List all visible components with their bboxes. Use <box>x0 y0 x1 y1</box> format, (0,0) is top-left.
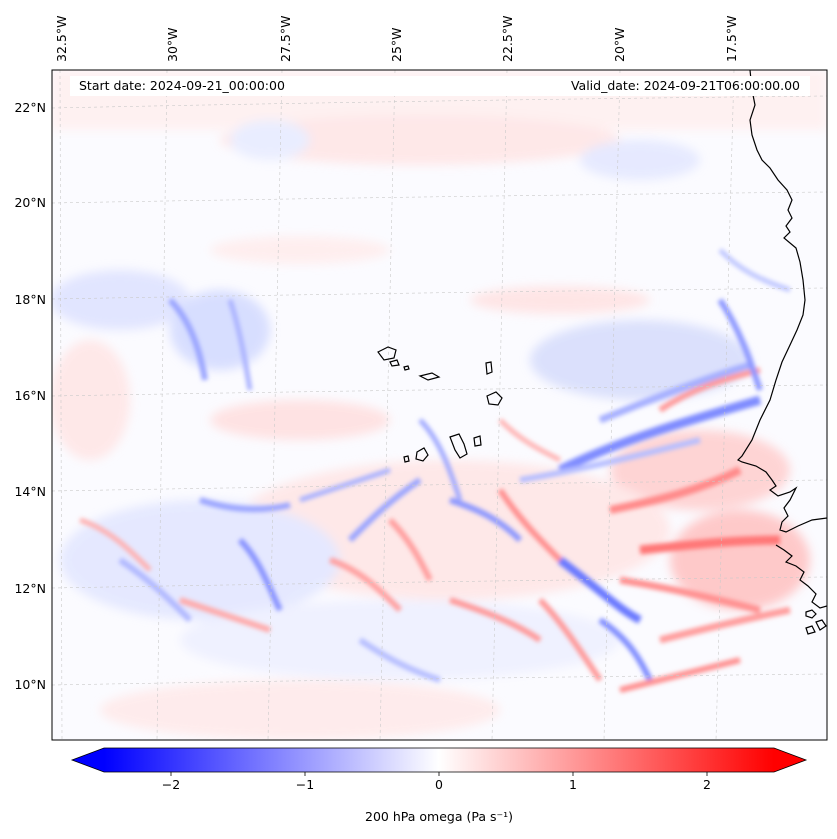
meridian-27-5w <box>267 70 283 740</box>
latitude-labels: 22°N 20°N 18°N 16°N 14°N 12°N 10°N <box>14 100 46 692</box>
colorbar-tick-label: 1 <box>569 777 577 792</box>
lon-label: 32.5°W <box>54 16 69 62</box>
colorbar-label: 200 hPa omega (Pa s⁻¹) <box>365 809 513 824</box>
island-fogo <box>415 447 429 462</box>
coastlines <box>377 70 827 635</box>
info-strip <box>70 76 810 96</box>
parallel-12n <box>52 576 827 589</box>
valid-date-label: Valid_date: 2024-09-21T06:00:00.00 <box>571 78 800 93</box>
meridian-32-5w <box>59 70 63 740</box>
lat-label: 20°N <box>14 195 46 210</box>
meridian-30w <box>156 70 168 740</box>
island-santo-antao <box>377 346 397 361</box>
longitude-labels: 32.5°W 30°W 27.5°W 25°W 22.5°W 20°W 17.5… <box>54 16 739 62</box>
colorbar-ticks: −2 −1 0 1 2 <box>162 772 711 792</box>
colorbar-tick-label: 2 <box>703 777 711 792</box>
meridian-25w <box>379 70 396 740</box>
africa-coastline <box>736 70 827 533</box>
meridian-20w <box>603 70 621 740</box>
island-maio <box>473 435 482 447</box>
colorbar-extend-max <box>774 748 806 772</box>
gridlines <box>52 70 827 740</box>
island-sao-vicente <box>389 359 400 367</box>
colorbar-tick-label: −1 <box>296 777 314 792</box>
parallel-16n <box>52 384 827 397</box>
lon-label: 17.5°W <box>724 16 739 62</box>
island-sal <box>485 361 493 375</box>
map-panel: Start date: 2024-09-21_00:00:00 Valid_da… <box>51 69 828 741</box>
lat-label: 14°N <box>14 484 46 499</box>
guinea-bissau-coastline <box>775 544 827 609</box>
colorbar-tick-label: 0 <box>435 777 443 792</box>
colorbar: −2 −1 0 1 2 200 hPa omega (Pa s⁻¹) <box>70 747 808 824</box>
parallel-20n <box>52 191 827 204</box>
lon-label: 27.5°W <box>278 16 293 62</box>
lon-label: 22.5°W <box>500 16 515 62</box>
parallel-18n <box>52 287 827 300</box>
island-brava <box>403 455 410 463</box>
colorbar-outline <box>70 747 808 773</box>
lat-label: 22°N <box>14 100 46 115</box>
island-sao-nicolau <box>418 372 441 381</box>
parallel-14n <box>52 479 827 492</box>
island-boa-vista <box>486 391 503 406</box>
parallel-10n <box>52 673 827 686</box>
colorbar-tick-label: −2 <box>162 777 180 792</box>
colorbar-gradient <box>104 748 774 772</box>
parallel-22n <box>52 95 827 109</box>
start-date-label: Start date: 2024-09-21_00:00:00 <box>79 78 285 93</box>
lon-label: 25°W <box>389 27 404 62</box>
lat-label: 12°N <box>14 581 46 596</box>
lon-label: 30°W <box>165 27 180 62</box>
lat-label: 16°N <box>14 388 46 403</box>
lat-label: 10°N <box>14 677 46 692</box>
island-santiago <box>449 433 468 459</box>
island-santa-luzia <box>403 365 410 371</box>
lat-label: 18°N <box>14 292 46 307</box>
colorbar-extend-min <box>72 748 104 772</box>
lon-label: 20°W <box>612 27 627 62</box>
meridian-17-5w <box>715 70 735 740</box>
map-frame <box>51 69 828 741</box>
bijagos-islands <box>805 609 827 635</box>
meridian-22-5w <box>491 70 508 740</box>
